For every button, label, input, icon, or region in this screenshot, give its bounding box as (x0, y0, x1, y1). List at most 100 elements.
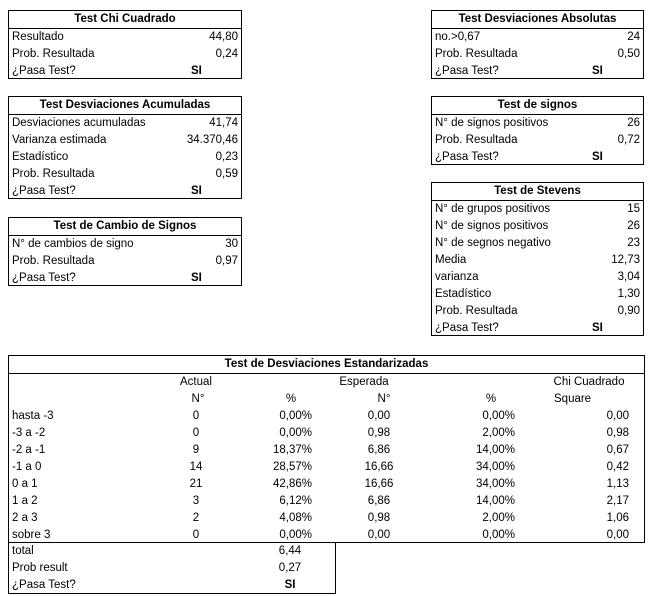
table-cell: -3 a -2 (12, 427, 46, 439)
table-cell: 0 a 1 (12, 478, 38, 490)
table-cell: 2 (192, 512, 200, 524)
header-cell: % (285, 393, 297, 405)
header-cell: Actual (180, 376, 212, 388)
box-title: Test Chi Cuadrado (9, 11, 241, 29)
box-title: Test de signos (432, 97, 643, 115)
test-box: Test de Stevens N° de grupos positivos 15 N… (431, 182, 644, 336)
table-cell: -1 a 0 (12, 461, 42, 473)
row-value: 1,30 (617, 288, 640, 300)
row-value: 3,04 (617, 271, 640, 283)
footer-value: SI (284, 579, 296, 591)
row-label: ¿Pasa Test? (12, 272, 76, 284)
table-cell: 6,86 (367, 495, 391, 507)
row-label: ¿Pasa Test? (12, 185, 76, 197)
table-cell: 2,17 (606, 495, 629, 507)
row-value: 15 (627, 203, 640, 215)
row-value: 0,24 (215, 48, 238, 60)
table-cell: 16,66 (364, 478, 394, 490)
box-title: Test Desviaciones Absolutas (432, 11, 643, 29)
table-cell: 14 (189, 461, 203, 473)
table-title: Test de Desviaciones Estandarizadas (9, 356, 644, 374)
row-label: N° de segnos negativo (435, 237, 551, 249)
test-box: Test de signos N° de signos positivos 26 Pr… (431, 96, 644, 165)
test-box: Test Desviaciones Absolutas no.>0,67 24 Pro… (431, 10, 644, 79)
row-value: 30 (225, 238, 238, 250)
header-cell: Esperada (339, 376, 389, 388)
table-cell: 0 (192, 427, 200, 439)
test-box: Test Chi Cuadrado Resultado 44,80 Prob. Res… (8, 10, 242, 79)
row-label: Media (435, 254, 467, 266)
table-cell: 9 (192, 444, 200, 456)
row-label: ¿Pasa Test? (435, 151, 499, 163)
table-cell: 0,00% (482, 529, 515, 541)
row-value: 0,23 (215, 151, 238, 163)
row-value: 0,50 (617, 48, 640, 60)
row-label: Estadístico (12, 151, 69, 163)
row-result: SI (592, 65, 603, 77)
row-result: SI (191, 65, 202, 77)
table-cell: 4,08% (279, 512, 312, 524)
header-cell: Chi Cuadrado (553, 376, 625, 388)
table-cell: 0 (192, 529, 200, 541)
table-cell: 0,00% (279, 529, 312, 541)
table-cell: hasta -3 (12, 410, 54, 422)
table-cell: 34,00% (475, 478, 515, 490)
row-label: ¿Pasa Test? (435, 65, 499, 77)
row-value: 41,74 (209, 117, 238, 129)
row-value: 24 (627, 31, 640, 43)
test-box: Test Desviaciones Acumuladas Desviaciones… (8, 96, 242, 199)
row-value: 34.370,46 (186, 134, 238, 146)
table-cell: 0,00 (606, 410, 629, 422)
table-cell: 0,00 (367, 529, 391, 541)
footer-value: 6,44 (278, 545, 302, 557)
table-cell: 18,37% (272, 444, 312, 456)
box-title: Test de Stevens (432, 183, 643, 201)
table-cell: 2,00% (482, 512, 515, 524)
row-label: no.>0,67 (435, 31, 481, 43)
table-cell: 1,06 (606, 512, 629, 524)
row-label: varianza (435, 271, 479, 283)
table-cell: 0,00% (482, 410, 515, 422)
table-cell: 3 (192, 495, 200, 507)
footer-value: 0,27 (278, 562, 302, 574)
box-title: Test Desviaciones Acumuladas (9, 97, 241, 115)
table-cell: 6,86 (367, 444, 391, 456)
row-value: 0,97 (215, 255, 238, 267)
row-label: N° de signos positivos (435, 117, 549, 129)
row-label: Estadístico (435, 288, 492, 300)
table-cell: 0,67 (606, 444, 629, 456)
table-cell: 0,42 (606, 461, 629, 473)
row-label: Prob. Resultada (435, 48, 518, 60)
row-result: SI (191, 185, 202, 197)
table-cell: 1 a 2 (12, 495, 38, 507)
row-label: ¿Pasa Test? (435, 322, 499, 334)
row-value: 0,90 (617, 305, 640, 317)
test-box: Test de Cambio de Signos N° de cambios de… (8, 217, 242, 286)
row-label: Prob. Resultada (12, 168, 95, 180)
row-label: Prob. Resultada (435, 134, 518, 146)
table-cell: -2 a -1 (12, 444, 46, 456)
table-cell: 2 a 3 (12, 512, 38, 524)
footer-label: Prob result (12, 562, 68, 574)
table-cell: 2,00% (482, 427, 515, 439)
table-cell: 14,00% (475, 495, 515, 507)
table-cell: 0,98 (367, 512, 391, 524)
table-cell: 0,00% (279, 410, 312, 422)
table-cell: 1,13 (606, 478, 629, 490)
table-cell: 0,00 (606, 529, 629, 541)
row-result: SI (592, 151, 603, 163)
row-value: 26 (627, 117, 640, 129)
row-value: 0,59 (215, 168, 238, 180)
row-value: 0,72 (617, 134, 640, 146)
header-cell: Square (554, 393, 592, 405)
table-cell: 16,66 (364, 461, 394, 473)
footer-label: total (12, 545, 34, 557)
row-label: Prob. Resultada (12, 48, 95, 60)
header-cell: N° (377, 393, 391, 405)
row-label: Varianza estimada (12, 134, 107, 146)
row-label: N° de signos positivos (435, 220, 549, 232)
table-cell: 28,57% (272, 461, 312, 473)
table-cell: 0,98 (367, 427, 391, 439)
row-label: Prob. Resultada (12, 255, 95, 267)
